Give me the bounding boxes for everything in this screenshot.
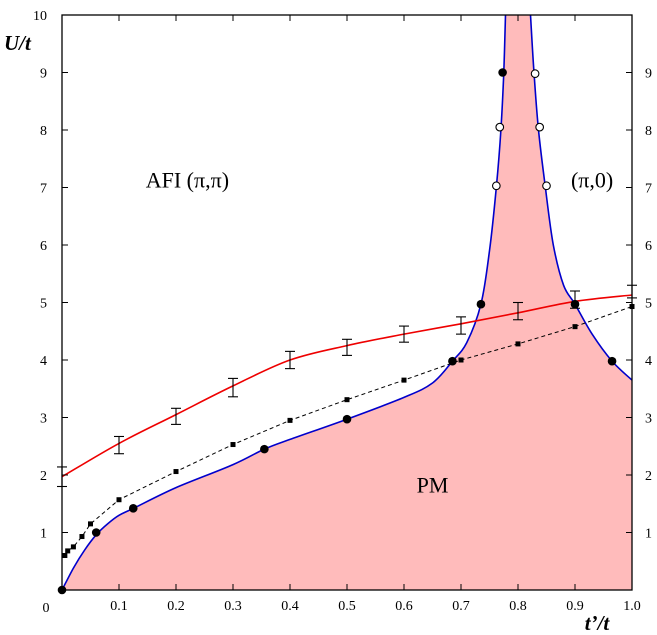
right-tick-label: 8	[645, 124, 652, 139]
x-tick-label: 0	[43, 601, 50, 616]
right-tick-label: 7	[645, 182, 652, 197]
square-marker	[287, 417, 293, 423]
x-tick-label: 0.4	[281, 599, 299, 614]
filled-circle-marker	[260, 444, 269, 454]
x-tick-label: 0.3	[224, 599, 242, 614]
open-circle-marker	[530, 69, 540, 78]
error-bar	[114, 435, 124, 455]
y-axis-label: U/t	[4, 31, 32, 55]
y-tick-label: 7	[40, 182, 47, 197]
right-tick-label: 4	[645, 354, 652, 369]
right-tick-label: 5	[645, 297, 652, 312]
error-bar	[342, 338, 352, 356]
filled-circle-marker	[91, 528, 101, 537]
x-tick-label: 0.2	[167, 599, 185, 614]
y-tick-label: 10	[33, 9, 47, 24]
square-marker	[401, 377, 407, 383]
boundary-curve-left	[61, 14, 507, 591]
error-bar	[513, 301, 523, 321]
right-tick-label: 1	[645, 527, 652, 542]
y-tick-label: 2	[40, 469, 47, 484]
open-circle-marker	[542, 181, 551, 191]
filled-circle-marker	[476, 299, 486, 309]
square-marker	[70, 544, 76, 550]
x-tick-label: 0.8	[509, 599, 527, 614]
y-tick-label: 8	[40, 124, 47, 139]
square-marker	[65, 548, 71, 554]
pm-label: PM	[417, 472, 449, 497]
x-tick-label: 0.1	[110, 599, 128, 614]
error-bar	[399, 325, 409, 343]
boundary-curve-right	[529, 14, 633, 381]
x-tick-label: 0.7	[452, 599, 470, 614]
y-tick-label: 3	[40, 412, 47, 427]
square-marker	[79, 534, 85, 540]
filled-circle-marker	[448, 356, 457, 366]
markers-layer	[57, 68, 637, 595]
open-circle-marker	[535, 122, 545, 132]
right-tick-label: 6	[645, 239, 652, 254]
error-bar	[228, 377, 238, 398]
pi-zero-label: (π,0)	[571, 168, 613, 193]
error-bar	[456, 316, 466, 335]
axes-frame	[61, 14, 633, 591]
x-tick-label: 1.0	[623, 599, 641, 614]
filled-circle-marker	[570, 299, 580, 309]
square-marker	[458, 357, 464, 363]
error-bar	[171, 407, 181, 425]
right-tick-label: 2	[645, 469, 652, 484]
x-tick-label: 0.5	[338, 599, 356, 614]
x-tick-label: 0.6	[395, 599, 413, 614]
filled-circle-marker	[128, 504, 138, 513]
square-marker	[344, 397, 350, 403]
filled-circle-marker	[342, 414, 352, 424]
y-tick-label: 4	[40, 354, 47, 369]
square-marker	[515, 341, 521, 347]
right-tick-label: 9	[645, 67, 652, 82]
y-tick-label: 1	[40, 527, 47, 542]
filled-circle-marker	[498, 68, 507, 77]
square-marker	[572, 324, 578, 330]
y-tick-label: 9	[40, 67, 47, 82]
square-marker	[230, 442, 236, 448]
y-tick-label: 6	[40, 239, 47, 254]
open-circle-marker	[491, 181, 501, 191]
square-marker	[62, 553, 68, 558]
filled-circle-marker	[607, 356, 617, 366]
y-tick-label: 5	[40, 297, 47, 312]
square-marker	[116, 497, 122, 503]
x-tick-label: 0.9	[566, 599, 584, 614]
afi-label: AFI (π,π)	[146, 168, 229, 193]
x-axis-label: t’/t	[585, 611, 611, 635]
pm-region-layer	[62, 15, 632, 590]
pm-region-fill	[62, 15, 632, 590]
square-marker	[173, 469, 179, 475]
square-marker	[88, 521, 93, 527]
error-bar	[285, 350, 295, 370]
right-tick-label: 3	[645, 412, 652, 427]
labels-layer: 0 0.1 0.2 0.3 0.4 0.5 0.6 0.7 0.8 0.9 1.0 1 2 3 4 5 6 7 8 9…	[4, 9, 652, 635]
open-circle-marker	[495, 122, 505, 132]
